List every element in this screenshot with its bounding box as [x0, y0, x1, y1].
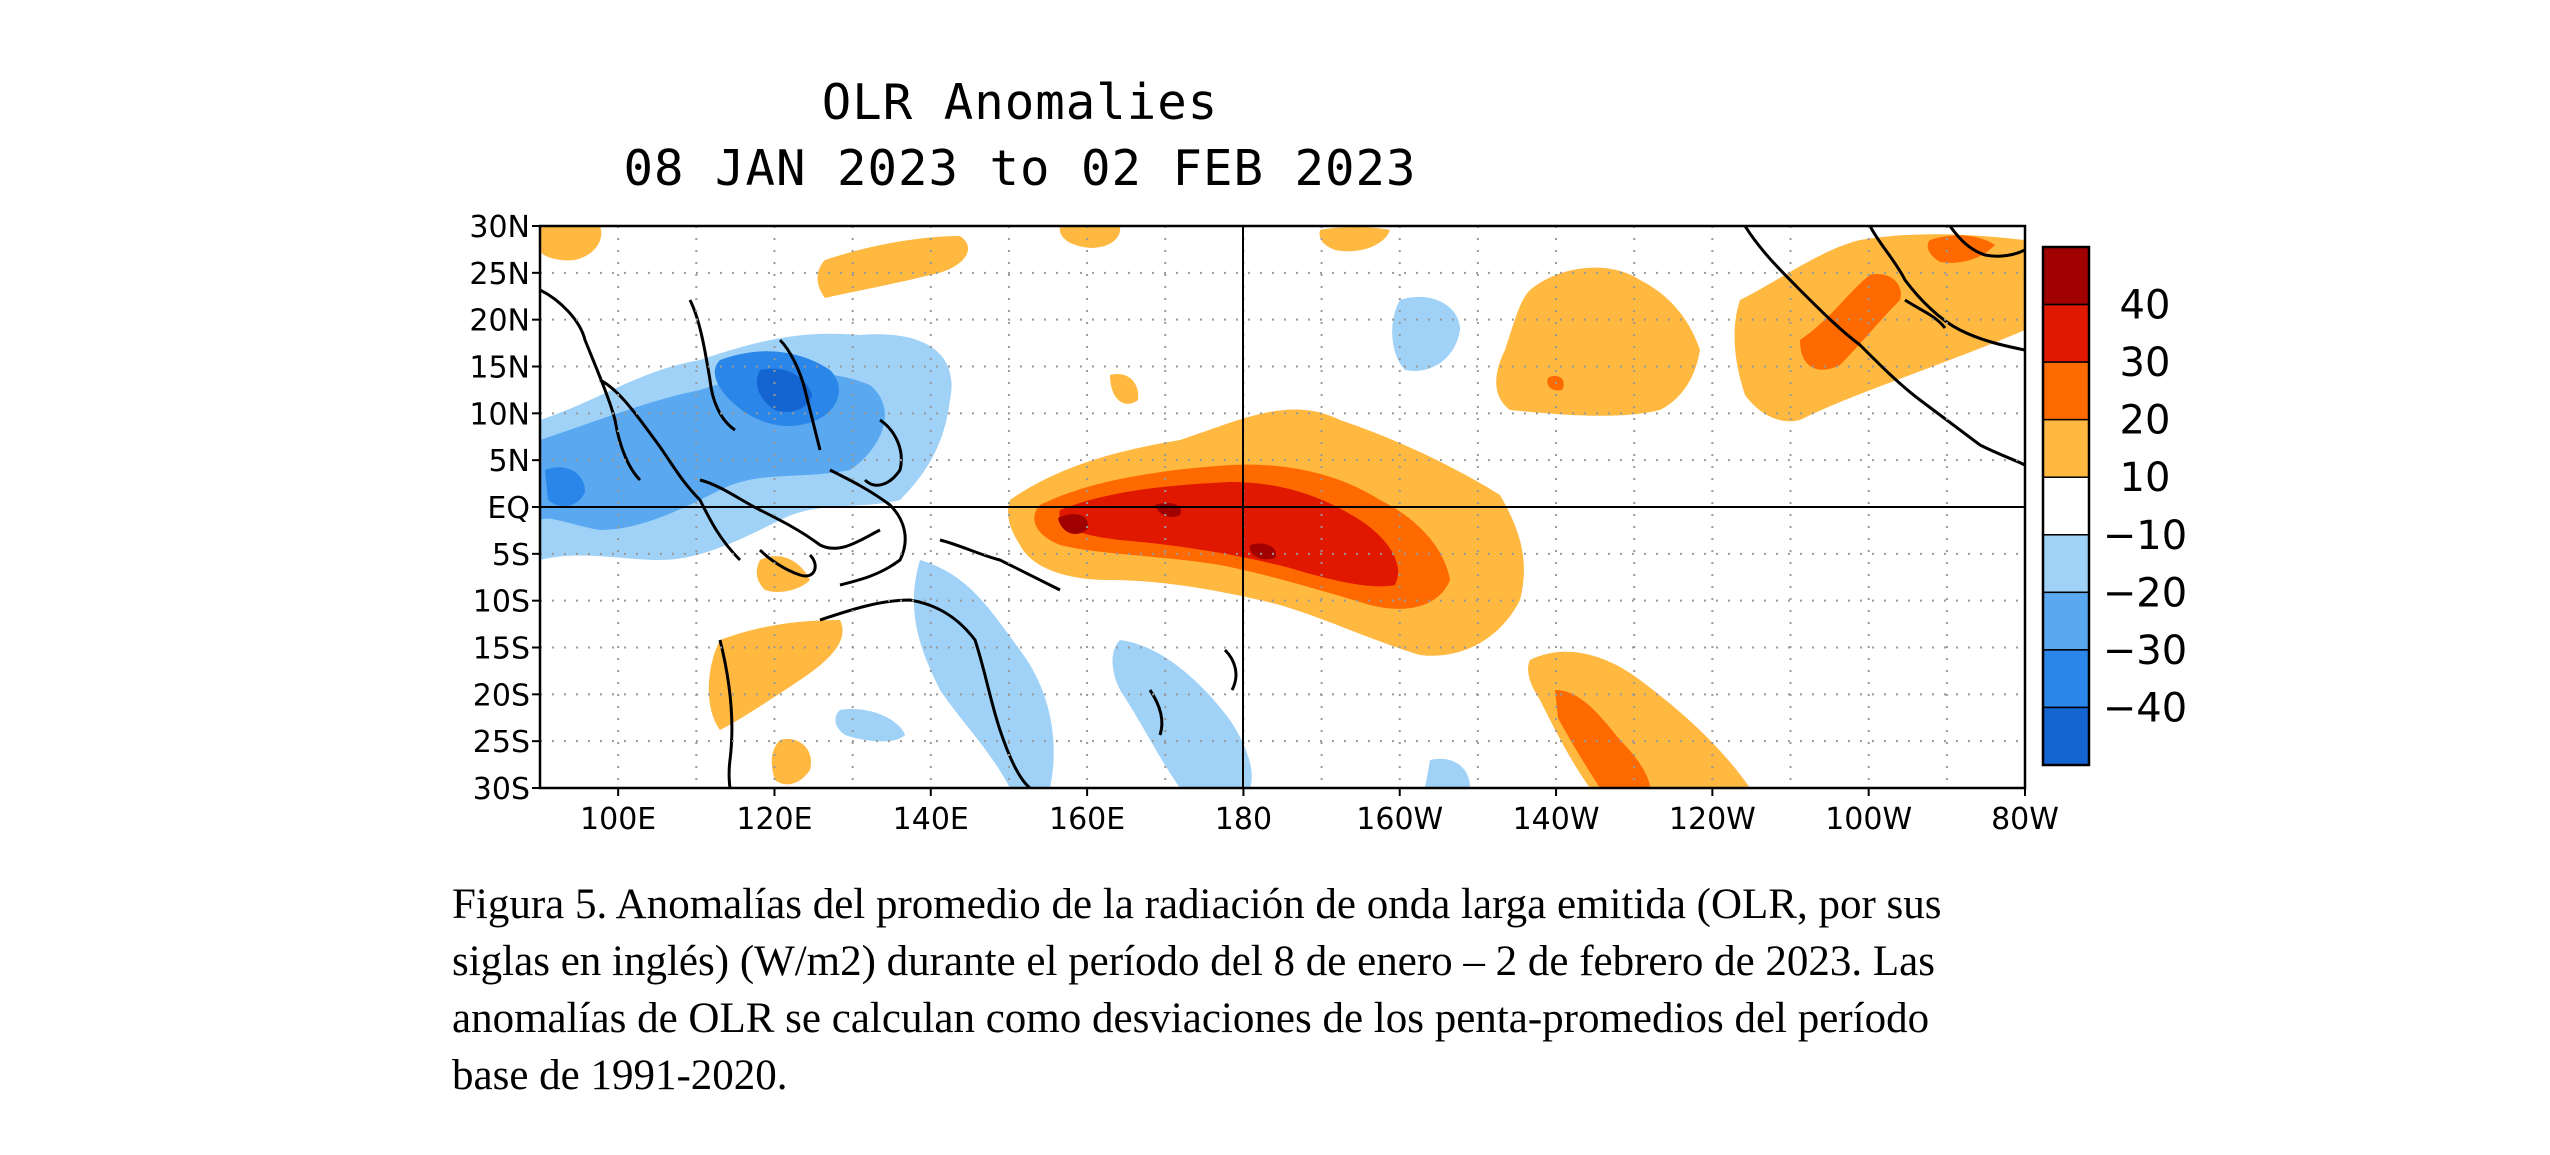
lat-tick-label: 20N: [469, 304, 530, 339]
negative-anomaly-region-south: [835, 296, 1470, 788]
colorbar-swatch: [2042, 534, 2090, 594]
lat-tick-label: 5S: [492, 538, 530, 573]
colorbar-tick-label: 10: [2120, 455, 2171, 501]
colorbar-tick-label: −20: [2103, 570, 2187, 616]
latitude-axis: 30N 25N 20N 15N 10N 5N EQ 5S 10S 15S 20S 25S 30S: [469, 210, 540, 807]
colorbar-tick-label: 40: [2120, 283, 2171, 329]
colorbar-swatch: [2042, 476, 2090, 536]
lat-tick-label: 15S: [473, 632, 530, 667]
caption-line-3: anomalías de OLR se calculan como desvia…: [452, 995, 1930, 1042]
lat-tick-label: EQ: [487, 491, 530, 526]
lat-tick-label: 15N: [469, 351, 530, 386]
figure-caption: Figura 5. Anomalías del promedio de la r…: [452, 876, 2242, 1104]
longitude-axis: 100E 120E 140E 160E 180 160W 140W 120W 100W 80W: [580, 788, 2059, 837]
colorbar-tick-label: −10: [2103, 513, 2187, 559]
coastlines: [540, 226, 2025, 788]
colorbar-swatch: [2042, 418, 2090, 478]
colorbar-frame: [2041, 245, 2091, 767]
olr-anomaly-map: 30N 25N 20N 15N 10N 5N EQ 5S 10S 15S 20S 25S 30S 100…: [469, 210, 2187, 837]
lon-tick-label: 100W: [1825, 802, 1912, 837]
colorbar-tick-label: 30: [2120, 340, 2171, 386]
chart-subtitle: 08 JAN 2023 to 02 FEB 2023: [623, 140, 1417, 197]
positive-anomaly-region-northeast: [540, 226, 2025, 422]
colorbar-swatch: [2042, 361, 2090, 421]
lon-tick-label: 80W: [1991, 802, 2059, 837]
colorbar-swatch: [2042, 303, 2090, 363]
lat-tick-label: 5N: [488, 444, 530, 479]
lon-tick-label: 160W: [1356, 802, 1443, 837]
lat-tick-label: 30S: [473, 772, 530, 807]
colorbar-tick-label: −40: [2103, 685, 2187, 731]
lon-tick-label: 140W: [1513, 802, 1600, 837]
lon-tick-label: 160E: [1049, 802, 1125, 837]
lat-tick-label: 20S: [473, 678, 530, 713]
colorbar-legend: 40 30 20 10 −10 −20 −30 −40: [2041, 245, 2187, 767]
lat-tick-label: 25N: [469, 257, 530, 292]
lat-tick-label: 25S: [473, 725, 530, 760]
colorbar-swatch: [2042, 246, 2090, 306]
lon-tick-label: 180: [1215, 802, 1272, 837]
lon-tick-label: 100E: [580, 802, 656, 837]
colorbar-swatch: [2042, 649, 2090, 709]
caption-line-2: siglas en inglés) (W/m2) durante el perí…: [452, 938, 1935, 985]
lon-tick-label: 120W: [1669, 802, 1756, 837]
lat-tick-label: 10S: [473, 585, 530, 620]
lon-tick-label: 120E: [736, 802, 812, 837]
lon-tick-label: 140E: [893, 802, 969, 837]
positive-anomaly-region-south: [708, 556, 1750, 788]
caption-line-4: base de 1991-2020.: [452, 1052, 788, 1099]
colorbar-swatch: [2042, 706, 2090, 766]
colorbar-tick-label: −30: [2103, 628, 2187, 674]
caption-line-1: Figura 5. Anomalías del promedio de la r…: [452, 881, 1942, 928]
lat-tick-label: 10N: [469, 397, 530, 432]
colorbar-tick-label: 20: [2120, 398, 2171, 444]
chart-title: OLR Anomalies: [821, 74, 1219, 131]
lat-tick-label: 30N: [469, 210, 530, 245]
colorbar-swatch: [2042, 591, 2090, 651]
